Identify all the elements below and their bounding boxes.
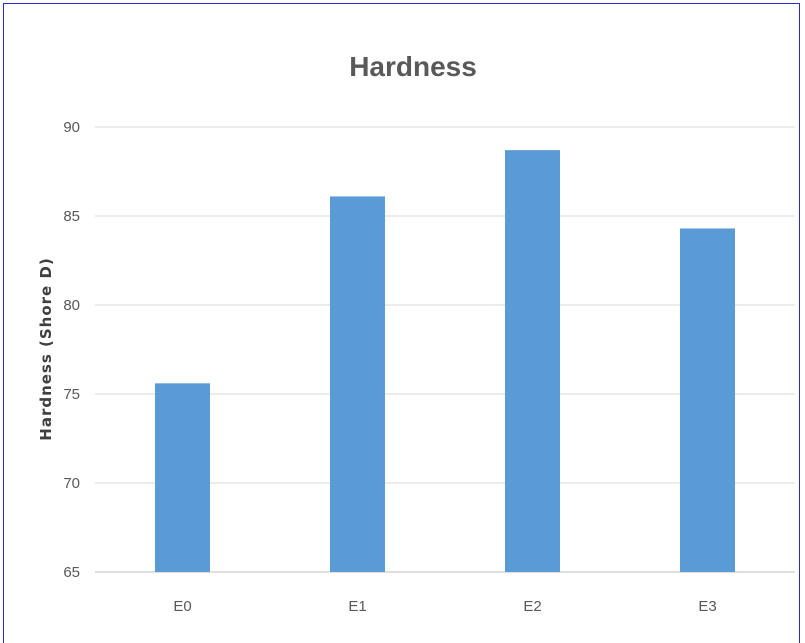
y-tick-label: 80 [63, 297, 80, 314]
x-tick-label: E1 [348, 598, 366, 615]
bar-e2 [505, 150, 560, 572]
y-tick-label: 65 [63, 564, 80, 581]
chart-title: Hardness [349, 51, 477, 82]
bars [155, 150, 735, 573]
x-tick-label: E3 [698, 598, 716, 615]
bar-e1 [330, 196, 385, 573]
bar-e0 [155, 383, 210, 572]
y-tick-label: 85 [63, 208, 80, 225]
bar-e3 [680, 228, 735, 572]
x-tick-label: E0 [173, 598, 191, 615]
x-tick-labels: E0 E1 E2 E3 [173, 598, 716, 615]
y-tick-labels: 65 70 75 80 85 90 [63, 119, 80, 581]
y-tick-label: 75 [63, 386, 80, 403]
y-axis-label: Hardness (Shore D) [37, 257, 55, 440]
y-tick-label: 70 [63, 475, 80, 492]
chart-frame [3, 3, 800, 643]
y-tick-label: 90 [63, 119, 80, 136]
x-tick-label: E2 [523, 598, 541, 615]
gridlines [95, 126, 795, 573]
